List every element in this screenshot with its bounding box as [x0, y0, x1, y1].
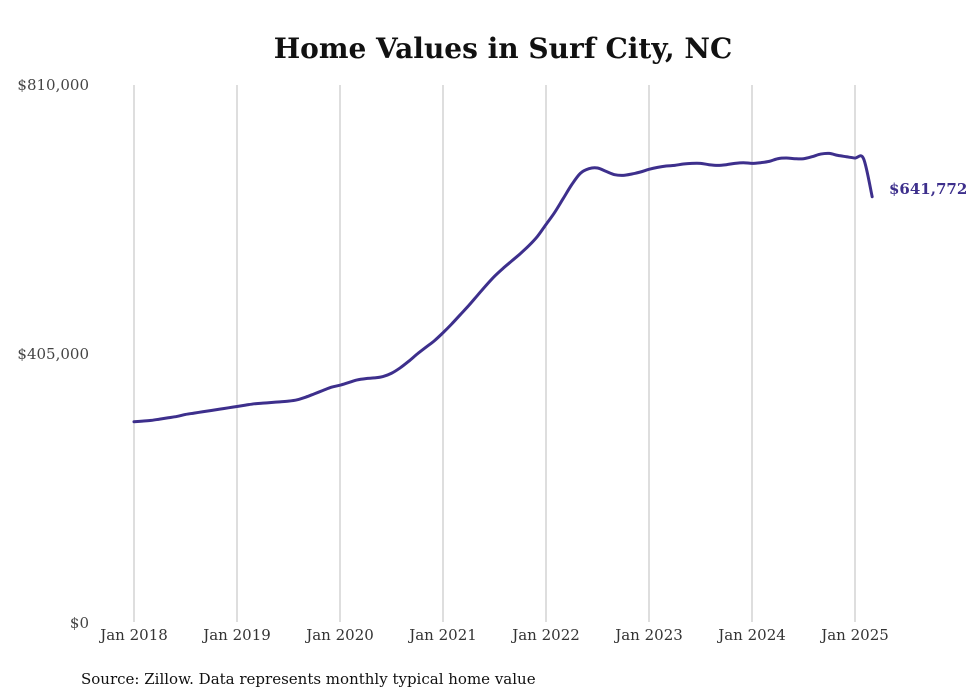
x-axis-ticks: Jan 2018 Jan 2019 Jan 2020 Jan 2021 Jan 2022… [98, 626, 889, 644]
y-axis-ticks: $0 $405,000 $810,000 [17, 76, 89, 632]
home-value-line [132, 151, 874, 424]
y-tick-label: $810,000 [17, 76, 89, 94]
x-tick-label: Jan 2021 [407, 626, 477, 644]
latest-value-label: $641,772 [889, 180, 967, 198]
x-tick-label: Jan 2020 [304, 626, 374, 644]
x-tick-label: Jan 2019 [201, 626, 271, 644]
x-tick-label: Jan 2018 [98, 626, 168, 644]
x-tick-label: Jan 2023 [613, 626, 683, 644]
y-tick-label: $0 [70, 614, 89, 632]
source-note: Source: Zillow. Data represents monthly … [81, 670, 536, 688]
x-tick-label: Jan 2024 [716, 626, 786, 644]
vertical-gridlines [133, 85, 856, 622]
x-tick-label: Jan 2025 [819, 626, 889, 644]
chart-title: Home Values in Surf City, NC [274, 32, 733, 65]
y-tick-label: $405,000 [17, 345, 89, 363]
x-tick-label: Jan 2022 [510, 626, 580, 644]
